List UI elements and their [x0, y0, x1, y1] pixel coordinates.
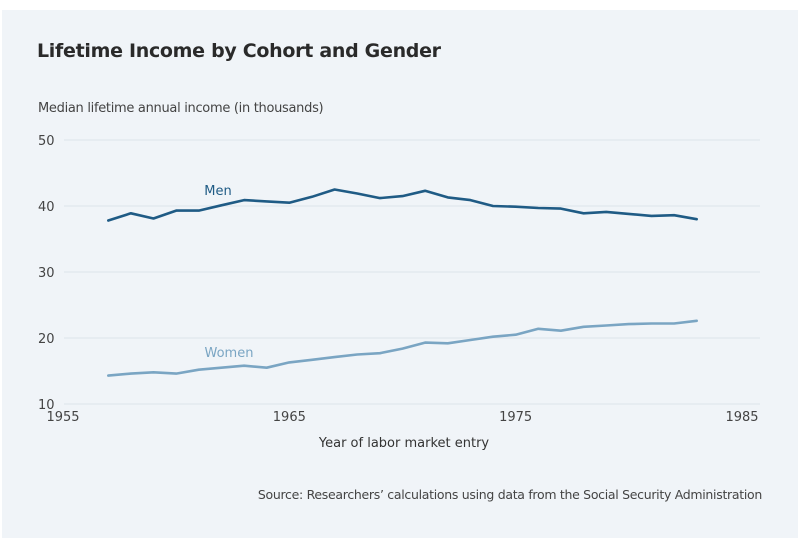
x-tick-label: 1975 [499, 410, 532, 425]
series-lines [107, 188, 699, 377]
chart-title: Lifetime Income by Cohort and Gender [37, 40, 441, 62]
x-tick-labels: 1955 1965 1975 1985 [46, 410, 758, 425]
y-tick-labels: 10 20 30 40 50 [38, 134, 55, 413]
y-tick-label: 50 [38, 134, 55, 149]
series-line-men [107, 188, 699, 222]
x-tick-label: 1985 [725, 410, 758, 425]
x-tick-label: 1955 [46, 410, 79, 425]
x-axis-label: Year of labor market entry [318, 436, 490, 451]
series-line-women [107, 319, 699, 377]
source-note: Source: Researchers’ calculations using … [257, 487, 762, 502]
y-tick-label: 30 [38, 266, 55, 281]
gridlines [64, 139, 760, 405]
series-label-men: Men [204, 184, 231, 199]
y-tick-label: 40 [38, 200, 55, 215]
y-tick-label: 20 [38, 332, 55, 347]
series-labels: Men Women [204, 184, 253, 361]
x-tick-label: 1965 [273, 410, 306, 425]
series-label-women: Women [205, 346, 254, 361]
y-tick-label: 10 [38, 398, 55, 413]
y-axis-label: Median lifetime annual income (in thousa… [38, 101, 324, 116]
chart-panel [2, 10, 798, 538]
